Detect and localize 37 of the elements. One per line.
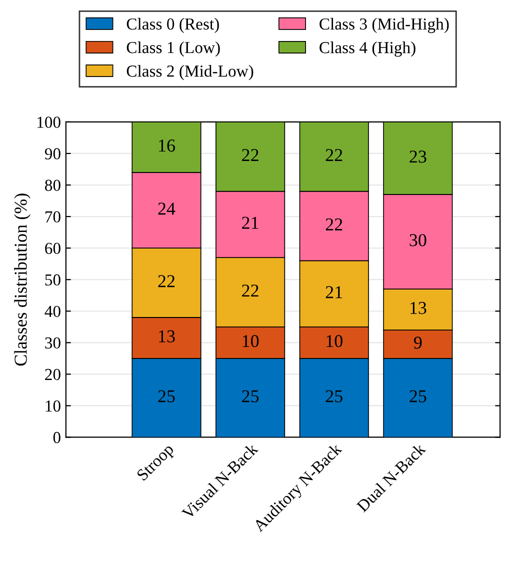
data-label: 22	[158, 275, 175, 288]
data-label: 25	[410, 390, 426, 402]
y-axis-title: Classes distribution (%)	[14, 194, 31, 366]
legend-label: Class 0 (Rest)	[126, 18, 219, 34]
y-tick-label: 10	[46, 400, 60, 412]
data-label: 25	[158, 390, 175, 402]
y-tick-label: 80	[45, 180, 60, 191]
legend-label: Class 2 (Mid-Low)	[126, 65, 254, 80]
data-label: 22	[242, 149, 258, 161]
data-label: 9	[414, 336, 422, 349]
data-label: 22	[242, 284, 258, 297]
data-label: 23	[410, 150, 426, 163]
data-label: 30	[410, 234, 426, 246]
y-tick-label: 100	[38, 116, 60, 128]
data-label: 10	[326, 334, 342, 348]
legend-label: Class 1 (Low)	[126, 41, 220, 57]
y-tick-label: 50	[45, 274, 60, 286]
y-tick-label: 90	[44, 148, 60, 160]
data-label: 22	[326, 218, 342, 230]
y-tick-label: 60	[45, 242, 60, 254]
y-tick-label: 70	[45, 211, 60, 222]
y-tick-label: 30	[45, 337, 60, 349]
legend-label: Class 4 (High)	[320, 42, 416, 57]
data-label: 16	[159, 140, 175, 152]
data-label: 10	[242, 334, 259, 348]
legend-label: Class 3 (Mid-High)	[320, 18, 449, 34]
y-tick-label: 20	[45, 368, 60, 380]
data-label: 25	[326, 390, 342, 402]
data-label: 22	[326, 149, 342, 161]
data-label: 13	[159, 330, 175, 342]
data-label: 25	[242, 390, 259, 402]
data-label: 24	[158, 202, 176, 215]
y-tick-label: 0	[53, 432, 60, 444]
y-tick-label: 40	[44, 306, 60, 318]
data-label: 13	[410, 302, 426, 314]
data-label: 21	[326, 286, 342, 298]
data-label: 21	[242, 216, 258, 229]
